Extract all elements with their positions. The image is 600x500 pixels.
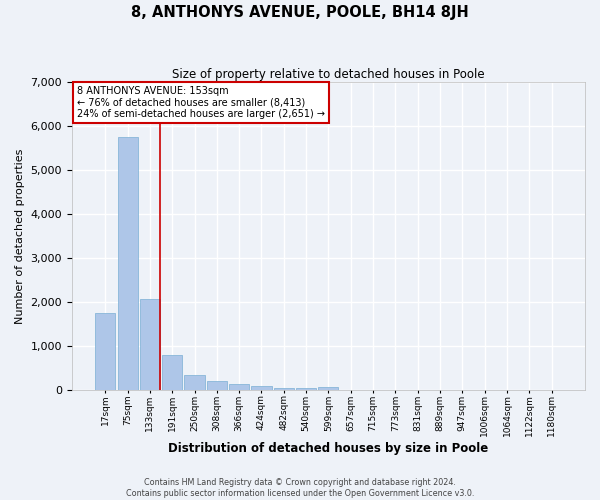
Title: Size of property relative to detached houses in Poole: Size of property relative to detached ho… bbox=[172, 68, 485, 80]
Text: Contains HM Land Registry data © Crown copyright and database right 2024.
Contai: Contains HM Land Registry data © Crown c… bbox=[126, 478, 474, 498]
Bar bbox=[140, 298, 160, 390]
X-axis label: Distribution of detached houses by size in Poole: Distribution of detached houses by size … bbox=[169, 442, 488, 455]
Bar bbox=[274, 388, 294, 390]
Bar bbox=[184, 374, 205, 390]
Bar bbox=[251, 386, 272, 390]
Bar bbox=[118, 137, 137, 390]
Bar bbox=[319, 386, 338, 390]
Bar bbox=[207, 381, 227, 390]
Y-axis label: Number of detached properties: Number of detached properties bbox=[15, 148, 25, 324]
Bar bbox=[296, 388, 316, 390]
Bar bbox=[95, 313, 115, 390]
Bar bbox=[162, 355, 182, 390]
Bar bbox=[229, 384, 249, 390]
Text: 8, ANTHONYS AVENUE, POOLE, BH14 8JH: 8, ANTHONYS AVENUE, POOLE, BH14 8JH bbox=[131, 5, 469, 20]
Text: 8 ANTHONYS AVENUE: 153sqm
← 76% of detached houses are smaller (8,413)
24% of se: 8 ANTHONYS AVENUE: 153sqm ← 76% of detac… bbox=[77, 86, 325, 120]
